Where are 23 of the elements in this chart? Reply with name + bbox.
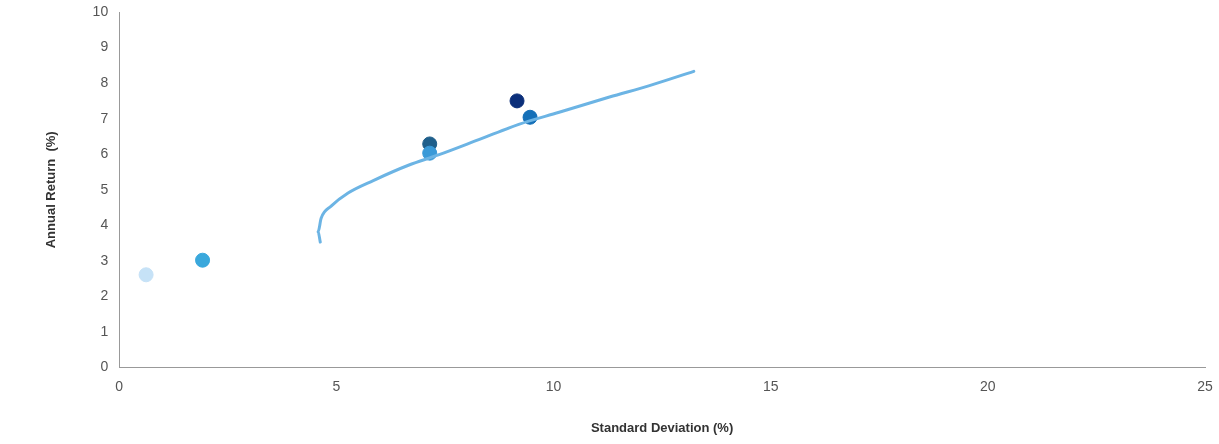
y-tick-label: 2	[100, 287, 109, 304]
y-tick-label: 5	[100, 180, 109, 197]
x-tick-label: 10	[545, 377, 562, 394]
x-tick-label: 0	[115, 377, 124, 394]
x-tick-label: 25	[1197, 377, 1213, 394]
x-tick-label: 5	[332, 377, 341, 394]
point	[138, 267, 154, 283]
x-axis-title: Standard Deviation (%)	[590, 419, 734, 435]
line-series	[316, 69, 696, 244]
y-tick-label: 1	[100, 322, 109, 339]
point	[509, 93, 525, 109]
point	[195, 252, 211, 268]
x-tick-label: 20	[980, 377, 996, 394]
y-tick-label: 10	[92, 2, 109, 19]
y-tick-label: 6	[100, 145, 109, 162]
y-tick-label: 4	[100, 216, 109, 233]
y-tick-label: 3	[100, 251, 109, 268]
y-tick-label: 7	[100, 109, 109, 126]
y-tick-label: 8	[100, 73, 109, 90]
y-tick-label: 9	[100, 38, 109, 55]
y-tick-label: 0	[100, 358, 109, 375]
y-axis-title: Annual Return (%)	[43, 131, 59, 249]
x-tick-label: 15	[762, 377, 779, 394]
